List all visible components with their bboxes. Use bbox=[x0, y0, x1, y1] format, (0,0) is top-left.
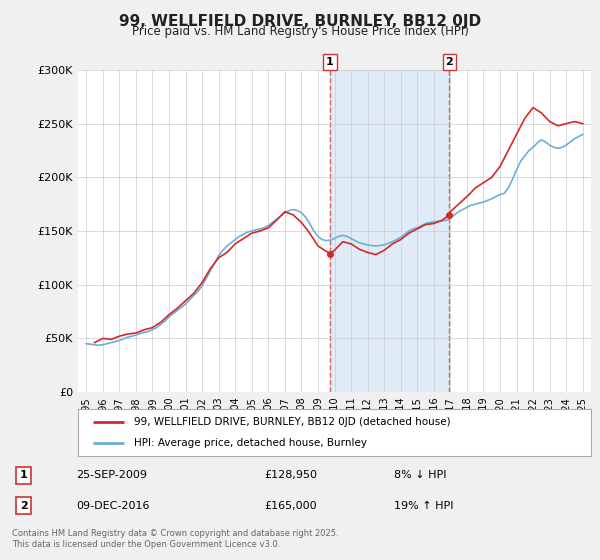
Text: 19% ↑ HPI: 19% ↑ HPI bbox=[394, 501, 454, 511]
Text: £128,950: £128,950 bbox=[265, 470, 318, 480]
Bar bbox=[330, 70, 449, 392]
Text: 09-DEC-2016: 09-DEC-2016 bbox=[77, 501, 150, 511]
Text: 8% ↓ HPI: 8% ↓ HPI bbox=[394, 470, 446, 480]
Text: Price paid vs. HM Land Registry's House Price Index (HPI): Price paid vs. HM Land Registry's House … bbox=[131, 25, 469, 38]
Text: 2: 2 bbox=[20, 501, 28, 511]
Text: 25-SEP-2009: 25-SEP-2009 bbox=[77, 470, 148, 480]
Text: 2: 2 bbox=[445, 57, 453, 67]
Text: 1: 1 bbox=[326, 57, 334, 67]
Text: 99, WELLFIELD DRIVE, BURNLEY, BB12 0JD: 99, WELLFIELD DRIVE, BURNLEY, BB12 0JD bbox=[119, 14, 481, 29]
Text: £165,000: £165,000 bbox=[265, 501, 317, 511]
Text: HPI: Average price, detached house, Burnley: HPI: Average price, detached house, Burn… bbox=[134, 438, 367, 448]
Text: 99, WELLFIELD DRIVE, BURNLEY, BB12 0JD (detached house): 99, WELLFIELD DRIVE, BURNLEY, BB12 0JD (… bbox=[134, 417, 451, 427]
Text: 1: 1 bbox=[20, 470, 28, 480]
Text: Contains HM Land Registry data © Crown copyright and database right 2025.
This d: Contains HM Land Registry data © Crown c… bbox=[12, 529, 338, 549]
